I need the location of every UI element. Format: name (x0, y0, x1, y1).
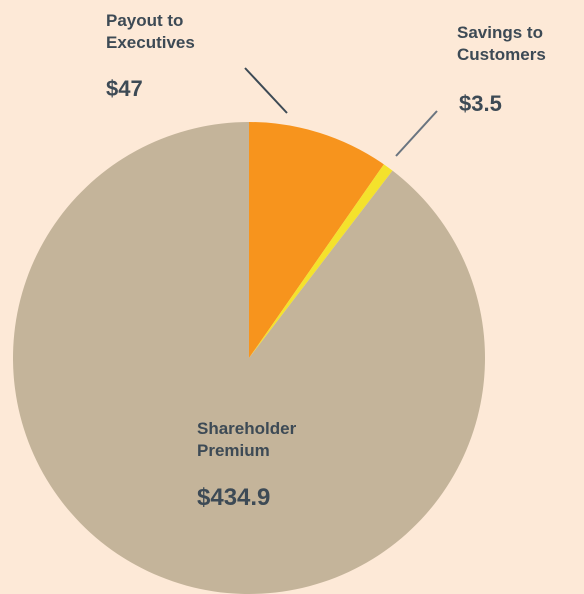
slice-value: $47 (106, 76, 143, 101)
slice (249, 122, 384, 358)
slice-name: Shareholder Premium (197, 419, 297, 460)
slice-name: Savings to Customers (457, 23, 546, 64)
slices (13, 122, 485, 594)
slice-value: $434.9 (197, 484, 271, 511)
slice (249, 164, 393, 358)
slice-value: $3.5 (459, 91, 502, 116)
slice (13, 122, 485, 594)
leader-line (395, 110, 438, 157)
leader-line (244, 67, 288, 114)
slice-name: Payout to Executives (106, 11, 195, 52)
